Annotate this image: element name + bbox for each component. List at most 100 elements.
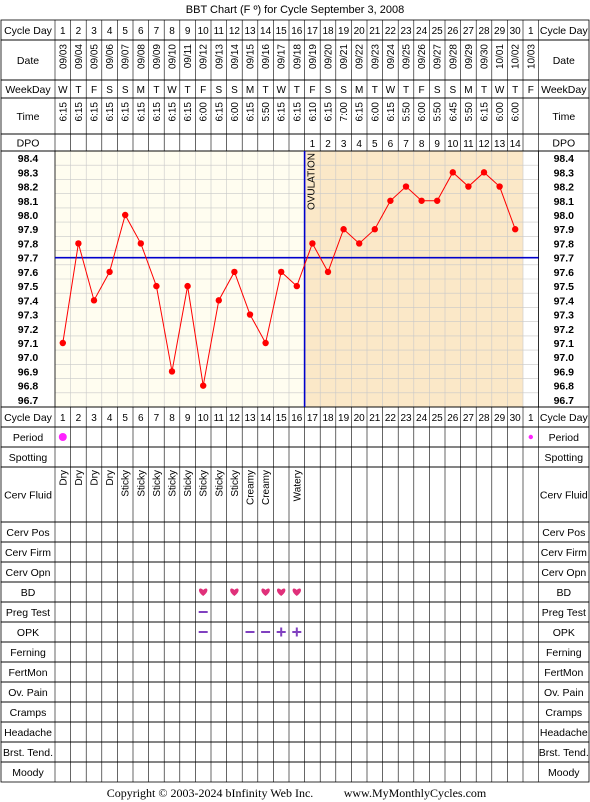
time-cell: 6:15 <box>214 102 225 122</box>
dpo-cell: 5 <box>372 139 378 150</box>
cycle-day-cell: 23 <box>400 413 412 424</box>
cycle-day-cell: 28 <box>478 413 490 424</box>
graph-frame <box>0 150 590 408</box>
y-tick-right: 98.0 <box>554 210 575 222</box>
row-label-right: OPK <box>553 627 575 639</box>
table-row <box>0 426 590 448</box>
label-layer: Cycle Day Cycle Day Date Date WeekDay WeekDay… <box>3 25 589 779</box>
dpo-cell: 10 <box>447 139 459 150</box>
y-tick-right: 97.6 <box>554 267 575 279</box>
weekday-cell: F <box>200 85 206 96</box>
y-tick-left: 96.7 <box>18 395 39 407</box>
y-tick-left: 98.1 <box>18 196 39 208</box>
cycle-day-cell: 6 <box>138 413 144 424</box>
temperature-point <box>309 240 316 247</box>
period-dot <box>58 433 67 441</box>
time-cell: 6:00 <box>199 102 210 122</box>
row-label-left: Spotting <box>9 452 48 464</box>
time-cell: 6:00 <box>230 102 241 122</box>
date-cell: 09/27 <box>433 44 444 69</box>
row-label-right: Time <box>552 111 575 123</box>
row-label-right: Period <box>549 432 580 444</box>
cycle-day-cell: 6 <box>138 26 144 37</box>
time-cell: 6:15 <box>183 102 194 122</box>
cycle-day-cell: 15 <box>276 26 288 37</box>
row-label-left: Cycle Day <box>4 25 53 37</box>
y-tick-right: 97.8 <box>554 238 575 250</box>
y-tick-left: 97.2 <box>18 324 39 336</box>
site-link[interactable]: www.MyMonthlyCycles.com <box>344 786 487 800</box>
y-tick-left: 98.2 <box>18 182 39 194</box>
cycle-day-cell: 3 <box>91 413 97 424</box>
date-cell: 10/02 <box>511 44 522 69</box>
dpo-cell: 3 <box>341 139 347 150</box>
y-tick-left: 97.1 <box>18 338 39 350</box>
temperature-point <box>278 268 285 276</box>
cerv-fluid-cell: Sticky <box>183 470 194 497</box>
date-cell: 09/17 <box>277 44 288 69</box>
weekday-cell: F <box>528 85 534 96</box>
cycle-day-cell: 17 <box>307 26 319 37</box>
temperature-point <box>324 268 332 276</box>
cycle-day-cell: 30 <box>510 26 522 37</box>
time-cell: 5:50 <box>464 102 475 122</box>
cycle-day-cell: 24 <box>416 26 428 37</box>
cycle-day-cell: 18 <box>322 26 334 37</box>
cycle-day-cell: 23 <box>400 26 412 37</box>
date-cell: 09/23 <box>370 44 381 69</box>
y-tick-left: 97.4 <box>18 295 39 307</box>
date-cell: 09/13 <box>214 44 225 69</box>
row-label-left: Date <box>17 55 39 67</box>
temperature-point <box>184 282 191 290</box>
row-label-left: BD <box>21 587 36 599</box>
weekday-cell: S <box>449 85 456 96</box>
cycle-day-cell: 27 <box>463 26 475 37</box>
y-tick-right: 97.5 <box>554 281 575 293</box>
row-label-right: FertMon <box>544 667 583 679</box>
dpo-cell: 8 <box>419 139 425 150</box>
row-label-right: Moody <box>548 767 580 779</box>
y-tick-right: 96.9 <box>554 366 575 378</box>
weekday-cell: W <box>495 85 505 96</box>
dpo-cell: 1 <box>310 139 316 150</box>
time-cell: 6:10 <box>308 102 319 122</box>
cycle-day-cell: 1 <box>60 413 66 424</box>
cycle-day-cell: 22 <box>385 26 397 37</box>
temperature-point <box>246 311 254 318</box>
cycle-day-cell: 21 <box>369 26 381 37</box>
heart-icon <box>199 588 208 596</box>
cerv-fluid-cell: Sticky <box>121 470 132 497</box>
date-cell: 09/25 <box>402 44 413 69</box>
row-label-right: Cerv Pos <box>542 527 585 539</box>
weekday-cell: W <box>167 85 177 96</box>
row-label-right: Cerv Opn <box>541 567 586 579</box>
time-cell: 6:15 <box>90 102 101 122</box>
cycle-day-cell: 2 <box>76 413 82 424</box>
temperature-point <box>262 339 269 347</box>
y-tick-left: 97.7 <box>18 253 39 265</box>
temperature-point <box>480 169 488 176</box>
weekday-cell: W <box>386 85 396 96</box>
date-cell: 09/29 <box>464 44 475 69</box>
dpo-cell: 11 <box>463 139 474 150</box>
date-cell: 09/20 <box>324 44 335 69</box>
temperature-point <box>153 282 160 290</box>
row-label-left: WeekDay <box>5 84 51 96</box>
cycle-day-cell: 9 <box>185 26 191 37</box>
table-row <box>0 701 590 723</box>
dpo-cell: 9 <box>434 139 440 150</box>
dpo-cell: 14 <box>510 139 522 150</box>
dpo-cell: 4 <box>356 139 362 150</box>
cycle-day-cell: 25 <box>432 413 444 424</box>
cycle-day-cell: 1 <box>528 26 534 37</box>
dpo-cell: 2 <box>325 139 331 150</box>
cerv-fluid-cell: Sticky <box>230 470 241 497</box>
table-row <box>0 761 590 783</box>
dpo-cell: 7 <box>403 139 409 150</box>
heart-icon <box>230 588 239 596</box>
weekday-cell: T <box>294 85 300 96</box>
date-cell: 09/21 <box>339 44 350 69</box>
row-label-right: Headache <box>540 727 588 739</box>
weekday-cell: W <box>276 85 286 96</box>
row-label-left: Cramps <box>10 707 47 719</box>
